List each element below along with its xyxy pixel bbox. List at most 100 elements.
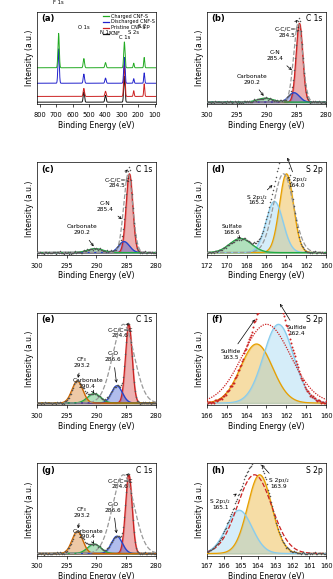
Point bbox=[247, 97, 252, 107]
Y-axis label: Intensity (a.u.): Intensity (a.u.) bbox=[195, 481, 204, 537]
Point bbox=[144, 248, 149, 258]
Point bbox=[136, 397, 141, 406]
Point bbox=[319, 249, 324, 258]
X-axis label: Binding Energy (eV): Binding Energy (eV) bbox=[228, 572, 305, 579]
Point bbox=[322, 248, 327, 258]
Point bbox=[290, 346, 296, 355]
Text: Carbonate
290.2: Carbonate 290.2 bbox=[66, 225, 97, 245]
Point bbox=[323, 248, 328, 258]
Point bbox=[53, 550, 58, 559]
Point bbox=[136, 245, 141, 254]
Point bbox=[205, 248, 210, 257]
Point bbox=[95, 542, 101, 551]
Point bbox=[60, 548, 66, 558]
Point bbox=[58, 248, 64, 257]
Point bbox=[273, 518, 279, 527]
Point bbox=[44, 248, 49, 258]
Point bbox=[283, 543, 289, 552]
Point bbox=[84, 387, 90, 397]
Point bbox=[151, 248, 156, 257]
Point bbox=[124, 488, 129, 497]
Point bbox=[44, 549, 49, 559]
Point bbox=[221, 391, 226, 400]
Point bbox=[307, 247, 312, 256]
Point bbox=[233, 235, 238, 244]
Point bbox=[85, 540, 91, 549]
Point bbox=[142, 248, 147, 257]
Point bbox=[100, 246, 106, 255]
Point bbox=[243, 344, 248, 353]
Point bbox=[228, 510, 233, 519]
Point bbox=[212, 395, 217, 405]
Point bbox=[96, 542, 102, 551]
Point bbox=[230, 379, 235, 388]
Point bbox=[307, 96, 312, 105]
Point bbox=[93, 539, 99, 548]
Point bbox=[86, 245, 92, 254]
Point bbox=[55, 549, 60, 558]
Point bbox=[215, 247, 220, 256]
Point bbox=[243, 97, 248, 107]
Point bbox=[122, 512, 127, 522]
Point bbox=[220, 391, 225, 401]
Point bbox=[267, 93, 273, 102]
Point bbox=[105, 544, 111, 553]
Point bbox=[152, 248, 157, 258]
Point bbox=[130, 352, 135, 361]
Point bbox=[258, 94, 264, 104]
Text: C-O
286.6: C-O 286.6 bbox=[105, 351, 122, 382]
Point bbox=[126, 319, 131, 328]
Point bbox=[258, 231, 264, 240]
Point bbox=[126, 166, 131, 175]
X-axis label: Binding Energy (eV): Binding Energy (eV) bbox=[58, 572, 135, 579]
Point bbox=[131, 365, 136, 374]
Point bbox=[154, 397, 159, 406]
Point bbox=[210, 247, 215, 256]
Point bbox=[309, 247, 314, 256]
Point bbox=[211, 98, 216, 108]
Point bbox=[319, 98, 324, 108]
Point bbox=[275, 163, 281, 173]
Point bbox=[248, 330, 253, 339]
Point bbox=[253, 238, 259, 247]
Point bbox=[87, 245, 93, 254]
Point bbox=[246, 464, 251, 473]
Point bbox=[107, 391, 112, 401]
Point bbox=[204, 96, 209, 105]
Point bbox=[111, 246, 116, 255]
Point bbox=[141, 247, 146, 256]
Point bbox=[266, 203, 272, 212]
Text: Sulfide
162.4: Sulfide 162.4 bbox=[280, 305, 307, 336]
Point bbox=[37, 248, 42, 257]
Point bbox=[256, 234, 262, 244]
Point bbox=[149, 249, 154, 258]
Point bbox=[135, 547, 140, 556]
Point bbox=[86, 540, 92, 549]
Point bbox=[231, 237, 236, 247]
Point bbox=[272, 514, 278, 523]
Point bbox=[37, 548, 42, 558]
Point bbox=[299, 39, 305, 49]
Point bbox=[251, 317, 256, 327]
Point bbox=[105, 393, 111, 402]
Point bbox=[119, 531, 124, 540]
Point bbox=[150, 248, 155, 257]
Point bbox=[265, 293, 271, 302]
Point bbox=[261, 296, 267, 305]
Point bbox=[313, 548, 318, 557]
Text: C-C/C=C
284.6: C-C/C=C 284.6 bbox=[108, 474, 133, 489]
Point bbox=[268, 290, 274, 299]
Point bbox=[260, 226, 266, 236]
Point bbox=[213, 97, 218, 107]
Point bbox=[311, 247, 316, 256]
Point bbox=[273, 97, 279, 106]
Point bbox=[234, 98, 239, 107]
Point bbox=[218, 245, 223, 255]
Point bbox=[301, 53, 306, 63]
Point bbox=[40, 398, 45, 408]
Point bbox=[215, 98, 220, 107]
Point bbox=[316, 97, 321, 107]
Point bbox=[149, 399, 154, 408]
Point bbox=[49, 400, 54, 409]
Point bbox=[124, 337, 129, 346]
